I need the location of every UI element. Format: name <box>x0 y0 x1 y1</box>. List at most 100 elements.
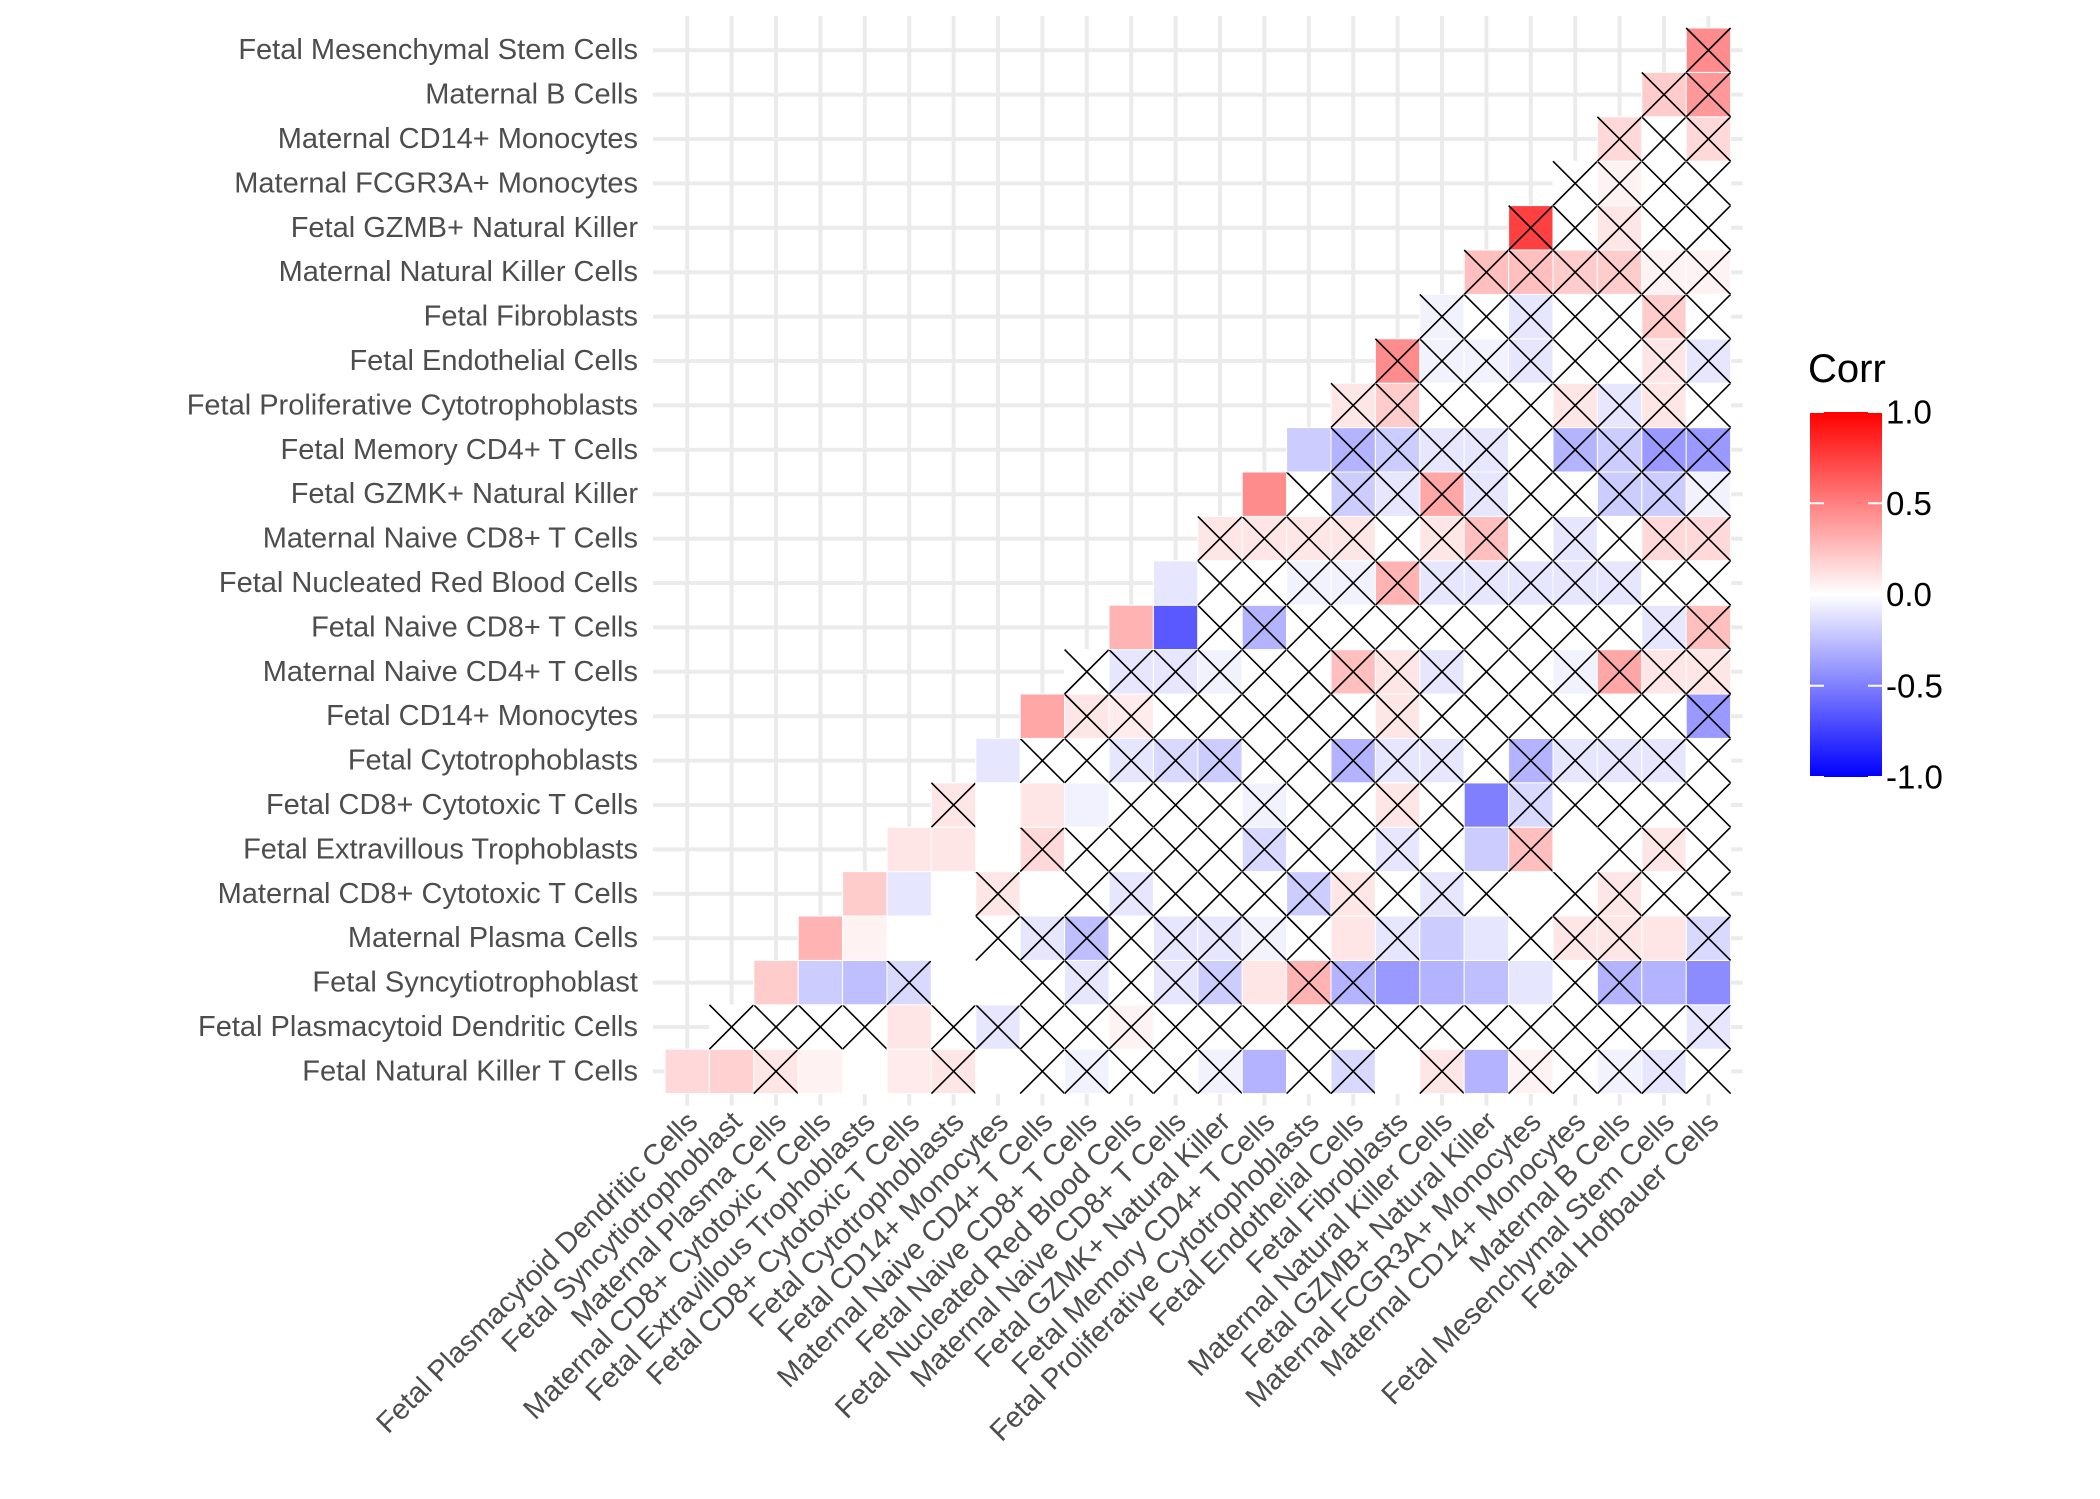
cross-line <box>1596 249 1643 295</box>
non-significant-mark <box>1596 382 1643 429</box>
heatmap-cell <box>886 871 932 917</box>
non-significant-mark <box>1374 737 1421 784</box>
non-significant-mark <box>1596 782 1643 828</box>
cross-line <box>1330 1004 1376 1050</box>
non-significant-mark <box>1685 693 1732 739</box>
cross-line <box>1419 471 1465 517</box>
non-significant-mark <box>1108 826 1154 873</box>
heatmap-cell <box>1152 560 1199 606</box>
non-significant-mark <box>1286 649 1332 695</box>
cross-line <box>1596 338 1643 384</box>
cross-line <box>1463 693 1510 739</box>
non-significant-mark <box>1019 1048 1066 1095</box>
non-significant-mark <box>1596 293 1643 340</box>
non-significant-mark <box>1419 871 1465 917</box>
legend-title: Corr <box>1808 347 1886 391</box>
non-significant-mark <box>1596 338 1643 384</box>
heatmap-cell <box>975 959 1021 1006</box>
cross-line <box>1685 782 1732 828</box>
row-label: Fetal Fibroblasts <box>424 301 638 333</box>
non-significant-mark <box>1419 782 1465 828</box>
non-significant-mark <box>1108 737 1154 784</box>
cross-line <box>1685 915 1732 961</box>
cross-line <box>1641 649 1687 695</box>
non-significant-mark <box>1286 1048 1332 1095</box>
non-significant-mark <box>1552 471 1598 517</box>
non-significant-mark <box>1596 116 1643 162</box>
heatmap-cell <box>1241 1048 1288 1095</box>
non-significant-mark <box>1685 649 1732 695</box>
cross-line <box>1374 1004 1421 1050</box>
heatmap-cell <box>1463 915 1510 961</box>
cross-line <box>1596 959 1643 1006</box>
non-significant-mark <box>1419 826 1465 873</box>
cross-line <box>1552 737 1598 784</box>
heatmap-cell <box>975 737 1021 784</box>
non-significant-mark <box>1152 959 1199 1006</box>
non-significant-mark <box>1552 871 1598 917</box>
cross-line <box>708 1004 755 1050</box>
non-significant-mark <box>1152 693 1199 739</box>
cross-line <box>1152 826 1199 873</box>
cross-line <box>1108 649 1154 695</box>
non-significant-mark <box>1152 649 1199 695</box>
non-significant-mark <box>1064 1048 1110 1095</box>
non-significant-mark <box>1552 604 1598 651</box>
cross-line <box>1508 826 1554 873</box>
cross-line <box>1152 871 1199 917</box>
non-significant-mark <box>1641 782 1687 828</box>
non-significant-mark <box>1508 604 1554 651</box>
heatmap-cell <box>930 915 977 961</box>
non-significant-mark <box>1286 471 1332 517</box>
row-label: Fetal CD14+ Monocytes <box>326 700 638 732</box>
cross-line <box>1463 338 1510 384</box>
non-significant-mark <box>1508 560 1554 606</box>
cross-line <box>1508 293 1554 340</box>
non-significant-mark <box>1508 338 1554 384</box>
cross-line <box>1419 604 1465 651</box>
non-significant-mark <box>1596 604 1643 651</box>
heatmap-cell <box>930 871 977 917</box>
cross-line <box>1508 1048 1554 1095</box>
non-significant-mark <box>1374 471 1421 517</box>
heatmap-cell <box>753 959 799 1006</box>
cross-line <box>1685 338 1732 384</box>
legend-tick-label: 1.0 <box>1886 394 1932 431</box>
cross-line <box>1641 871 1687 917</box>
non-significant-mark <box>1596 160 1643 207</box>
non-significant-mark <box>1241 1004 1288 1050</box>
row-label: Fetal Natural Killer T Cells <box>302 1055 638 1087</box>
cross-line <box>1463 249 1510 295</box>
cross-line <box>1641 782 1687 828</box>
non-significant-mark <box>1596 1004 1643 1050</box>
non-significant-mark <box>1685 471 1732 517</box>
cross-line <box>1108 871 1154 917</box>
non-significant-mark <box>1419 560 1465 606</box>
non-significant-mark <box>1197 1048 1243 1095</box>
row-label: Fetal Proliferative Cytotrophoblasts <box>187 389 638 421</box>
cross-line <box>1596 515 1643 562</box>
cross-line <box>1419 382 1465 429</box>
non-significant-mark <box>1286 826 1332 873</box>
non-significant-mark <box>1641 1048 1687 1095</box>
non-significant-mark <box>1286 515 1332 562</box>
cross-line <box>1508 1004 1554 1050</box>
cross-line <box>1641 693 1687 739</box>
cross-line <box>1685 471 1732 517</box>
cross-line <box>1108 826 1154 873</box>
non-significant-mark <box>1463 338 1510 384</box>
cross-line <box>1330 826 1376 873</box>
non-significant-mark <box>1286 915 1332 961</box>
cross-line <box>1108 737 1154 784</box>
non-significant-mark <box>1463 649 1510 695</box>
non-significant-mark <box>1286 871 1332 917</box>
heatmap-cell <box>1019 782 1066 828</box>
non-significant-mark <box>1552 560 1598 606</box>
cross-line <box>1197 737 1243 784</box>
cross-line <box>1596 293 1643 340</box>
cross-line <box>1286 515 1332 562</box>
non-significant-mark <box>1419 737 1465 784</box>
heatmap-cell <box>1064 782 1110 828</box>
non-significant-mark <box>1641 71 1687 118</box>
non-significant-mark <box>1419 1004 1465 1050</box>
